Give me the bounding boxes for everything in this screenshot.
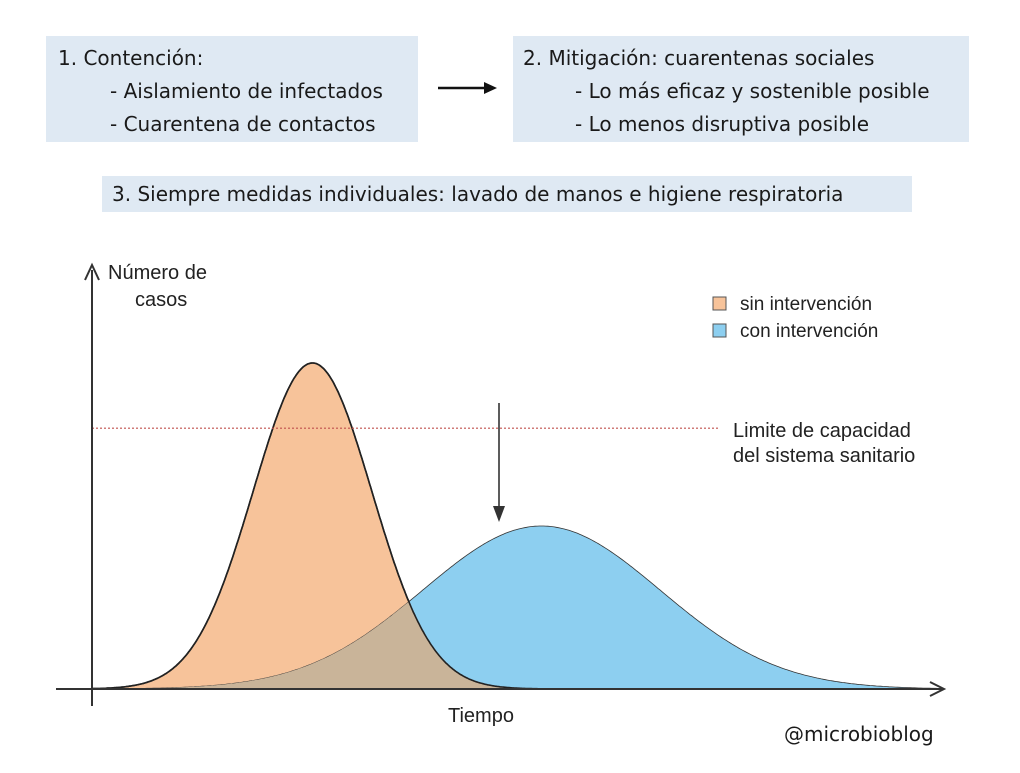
legend-label-without: sin intervención — [740, 294, 872, 315]
y-axis-label-line2: casos — [135, 289, 187, 311]
containment-item-quarantine: - Cuarentena de contactos — [110, 112, 376, 136]
x-axis-label: Tiempo — [448, 705, 514, 727]
x-axis — [56, 681, 947, 697]
mitigation-item-effective: - Lo más eficaz y sostenible posible — [575, 79, 930, 103]
legend-swatch-without — [712, 296, 727, 311]
containment-title: 1. Contención: — [58, 46, 204, 70]
flatten-arrow-icon — [493, 403, 505, 522]
containment-box: 1. Contención: - Aislamiento de infectad… — [46, 36, 418, 142]
area-overlap — [92, 601, 542, 689]
mitigation-title: 2. Mitigación: cuarentenas sociales — [523, 46, 875, 70]
mitigation-item-disruptive: - Lo menos disruptiva posible — [575, 112, 870, 136]
curve-without-intervention-outline — [91, 362, 542, 690]
y-axis-label-line1: Número de — [108, 262, 207, 284]
legend-swatch-with — [712, 323, 727, 338]
legend: sin intervención con intervención — [712, 294, 878, 342]
individual-measures-text: 3. Siempre medidas individuales: lavado … — [112, 182, 844, 206]
containment-item-isolation: - Aislamiento de infectados — [110, 79, 383, 103]
legend-label-with: con intervención — [740, 321, 878, 342]
y-axis — [84, 262, 100, 706]
credit-handle: @microbioblog — [784, 722, 934, 746]
mitigation-box: 2. Mitigación: cuarentenas sociales - Lo… — [513, 36, 969, 142]
step-arrow-icon — [438, 82, 497, 94]
individual-measures-box: 3. Siempre medidas individuales: lavado … — [102, 176, 912, 212]
capacity-label-line1: Limite de capacidad — [733, 420, 911, 442]
capacity-label-line2: del sistema sanitario — [733, 445, 915, 467]
